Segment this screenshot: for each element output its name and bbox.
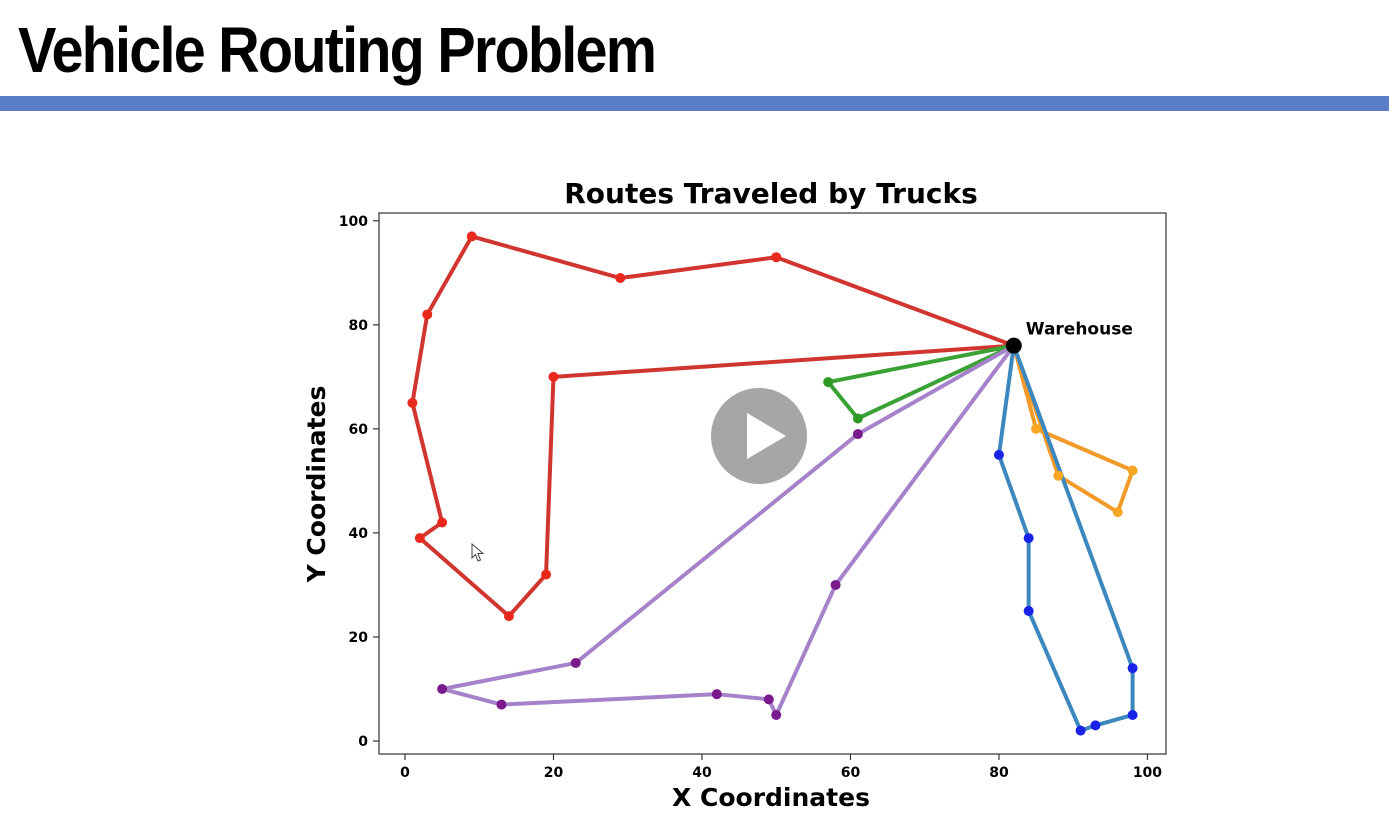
route-4-stop-point — [1127, 465, 1138, 476]
route-5-stop-point — [1075, 725, 1086, 736]
route-5-stop-point — [1127, 709, 1138, 720]
play-button[interactable] — [711, 388, 807, 484]
route-3-stop-point — [711, 689, 722, 700]
route-3-stop-point — [570, 657, 581, 668]
route-1-stop-point — [414, 533, 425, 544]
route-2-stop-point — [852, 413, 863, 424]
route-5-stop-point — [1023, 605, 1034, 616]
y-tick-label: 60 — [349, 422, 369, 438]
slide-title: Vehicle Routing Problem — [18, 14, 657, 86]
warehouse-point — [1005, 337, 1022, 354]
y-axis-label: Y Coordinates — [302, 386, 331, 584]
x-tick-label: 100 — [1133, 765, 1162, 781]
y-tick-label: 20 — [349, 630, 369, 646]
route-3-stop-point — [437, 683, 448, 694]
plot-frame — [378, 212, 1167, 755]
x-tick-label: 60 — [841, 765, 861, 781]
mouse-pointer-icon — [471, 542, 485, 568]
route-3-stop-point — [830, 579, 841, 590]
play-icon — [747, 413, 786, 459]
route-5-stop-point — [1023, 533, 1034, 544]
route-1-stop-point — [503, 611, 514, 622]
y-tick-label: 40 — [349, 526, 369, 542]
route-line-4 — [1011, 343, 1135, 515]
route-line-1 — [410, 234, 1016, 619]
x-tick-label: 0 — [400, 765, 410, 781]
route-3-stop-point — [763, 694, 774, 705]
route-1-stop-point — [407, 397, 418, 408]
route-4-stop-point — [1112, 507, 1123, 518]
route-line-3 — [440, 343, 1016, 717]
route-5-stop-point — [1127, 663, 1138, 674]
y-tick-label: 80 — [349, 318, 369, 334]
x-tick-label: 80 — [989, 765, 1009, 781]
route-1-stop-point — [437, 517, 448, 528]
route-line-5 — [996, 343, 1135, 733]
route-line-2 — [826, 343, 1016, 421]
x-axis-label: X Coordinates — [672, 783, 870, 812]
route-4-stop-point — [1031, 423, 1042, 434]
route-2-stop-point — [823, 377, 834, 388]
warehouse-label: Warehouse — [1026, 320, 1133, 340]
route-1-stop-point — [541, 569, 552, 580]
route-3-stop-point — [771, 709, 782, 720]
x-tick-label: 40 — [692, 765, 712, 781]
x-tick-label: 20 — [544, 765, 564, 781]
route-3-stop-point — [496, 699, 507, 710]
chart-title: Routes Traveled by Trucks — [564, 177, 978, 210]
route-5-stop-point — [993, 449, 1004, 460]
route-1-stop-point — [466, 231, 477, 242]
title-accent-bar — [0, 96, 1389, 111]
route-4-stop-point — [1053, 470, 1064, 481]
y-tick-label: 100 — [339, 214, 368, 230]
route-1-stop-point — [548, 371, 559, 382]
route-1-stop-point — [771, 252, 782, 263]
route-1-stop-point — [615, 273, 626, 284]
route-5-stop-point — [1090, 720, 1101, 731]
y-tick-label: 0 — [358, 734, 368, 750]
route-1-stop-point — [422, 309, 433, 320]
route-3-stop-point — [852, 429, 863, 440]
